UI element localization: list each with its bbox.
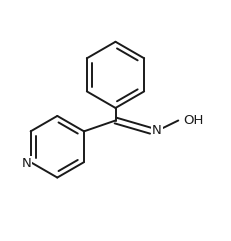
Text: N: N	[152, 124, 162, 137]
Text: OH: OH	[183, 114, 203, 127]
Text: N: N	[22, 157, 31, 170]
